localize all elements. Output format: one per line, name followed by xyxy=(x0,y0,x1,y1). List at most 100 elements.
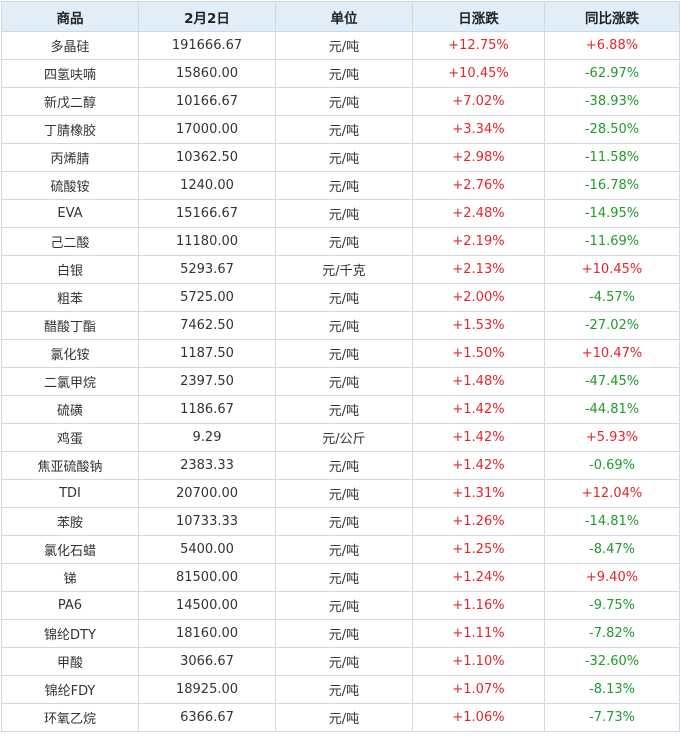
yoy-change-cell: -14.95% xyxy=(544,199,680,228)
commodity-name-cell: 苯胺 xyxy=(1,507,139,536)
unit-cell: 元/吨 xyxy=(275,675,413,704)
yoy-change-cell: -14.81% xyxy=(544,507,680,536)
unit-cell: 元/吨 xyxy=(275,367,413,396)
header-commodity: 商品 xyxy=(1,1,139,32)
commodity-name-cell: 甲酸 xyxy=(1,647,139,676)
table-row: 己二酸 11180.00 元/吨 +2.19% -11.69% xyxy=(1,227,680,256)
daily-change-cell: +2.98% xyxy=(412,143,545,172)
table-row: 锦纶DTY 18160.00 元/吨 +1.11% -7.82% xyxy=(1,619,680,648)
commodity-name-cell: EVA xyxy=(1,199,139,228)
commodity-name-cell: PA6 xyxy=(1,591,139,620)
unit-cell: 元/千克 xyxy=(275,255,413,284)
unit-cell: 元/吨 xyxy=(275,227,413,256)
yoy-change-cell: -16.78% xyxy=(544,171,680,200)
table-row: EVA 15166.67 元/吨 +2.48% -14.95% xyxy=(1,199,680,228)
price-cell: 191666.67 xyxy=(138,31,276,60)
yoy-change-cell: +6.88% xyxy=(544,31,680,60)
commodity-name-cell: 锑 xyxy=(1,563,139,592)
daily-change-cell: +1.06% xyxy=(412,703,545,732)
yoy-change-cell: -9.75% xyxy=(544,591,680,620)
daily-change-cell: +2.48% xyxy=(412,199,545,228)
daily-change-cell: +7.02% xyxy=(412,87,545,116)
commodity-name-cell: 四氢呋喃 xyxy=(1,59,139,88)
yoy-change-cell: -8.13% xyxy=(544,675,680,704)
commodity-name-cell: 鸡蛋 xyxy=(1,423,139,452)
daily-change-cell: +2.00% xyxy=(412,283,545,312)
commodity-name-cell: 氯化石蜡 xyxy=(1,535,139,564)
unit-cell: 元/吨 xyxy=(275,311,413,340)
daily-change-cell: +1.25% xyxy=(412,535,545,564)
daily-change-cell: +1.10% xyxy=(412,647,545,676)
commodity-name-cell: 醋酸丁酯 xyxy=(1,311,139,340)
yoy-change-cell: -11.58% xyxy=(544,143,680,172)
price-cell: 15860.00 xyxy=(138,59,276,88)
commodity-name-cell: 新戊二醇 xyxy=(1,87,139,116)
price-cell: 2383.33 xyxy=(138,451,276,480)
price-cell: 6366.67 xyxy=(138,703,276,732)
price-cell: 10166.67 xyxy=(138,87,276,116)
price-cell: 3066.67 xyxy=(138,647,276,676)
commodity-name-cell: 丁腈橡胶 xyxy=(1,115,139,144)
unit-cell: 元/吨 xyxy=(275,703,413,732)
commodity-name-cell: 多晶硅 xyxy=(1,31,139,60)
unit-cell: 元/吨 xyxy=(275,59,413,88)
yoy-change-cell: +12.04% xyxy=(544,479,680,508)
yoy-change-cell: -28.50% xyxy=(544,115,680,144)
price-cell: 2397.50 xyxy=(138,367,276,396)
daily-change-cell: +1.42% xyxy=(412,395,545,424)
price-cell: 14500.00 xyxy=(138,591,276,620)
daily-change-cell: +1.42% xyxy=(412,423,545,452)
price-cell: 5725.00 xyxy=(138,283,276,312)
unit-cell: 元/吨 xyxy=(275,199,413,228)
price-cell: 20700.00 xyxy=(138,479,276,508)
header-unit: 单位 xyxy=(275,1,413,32)
table-row: 硫酸铵 1240.00 元/吨 +2.76% -16.78% xyxy=(1,171,680,200)
yoy-change-cell: -8.47% xyxy=(544,535,680,564)
price-cell: 11180.00 xyxy=(138,227,276,256)
table-row: 二氯甲烷 2397.50 元/吨 +1.48% -47.45% xyxy=(1,367,680,396)
yoy-change-cell: +10.47% xyxy=(544,339,680,368)
yoy-change-cell: -32.60% xyxy=(544,647,680,676)
price-cell: 5293.67 xyxy=(138,255,276,284)
daily-change-cell: +1.07% xyxy=(412,675,545,704)
table-row: 丁腈橡胶 17000.00 元/吨 +3.34% -28.50% xyxy=(1,115,680,144)
table-row: 醋酸丁酯 7462.50 元/吨 +1.53% -27.02% xyxy=(1,311,680,340)
unit-cell: 元/吨 xyxy=(275,479,413,508)
yoy-change-cell: -7.82% xyxy=(544,619,680,648)
daily-change-cell: +3.34% xyxy=(412,115,545,144)
table-row: 环氧乙烷 6366.67 元/吨 +1.06% -7.73% xyxy=(1,703,680,732)
daily-change-cell: +1.31% xyxy=(412,479,545,508)
table-row: 锦纶FDY 18925.00 元/吨 +1.07% -8.13% xyxy=(1,675,680,704)
table-row: 四氢呋喃 15860.00 元/吨 +10.45% -62.97% xyxy=(1,59,680,88)
unit-cell: 元/吨 xyxy=(275,143,413,172)
daily-change-cell: +1.53% xyxy=(412,311,545,340)
yoy-change-cell: +5.93% xyxy=(544,423,680,452)
price-cell: 9.29 xyxy=(138,423,276,452)
daily-change-cell: +1.42% xyxy=(412,451,545,480)
unit-cell: 元/吨 xyxy=(275,535,413,564)
table-row: 新戊二醇 10166.67 元/吨 +7.02% -38.93% xyxy=(1,87,680,116)
commodity-name-cell: 锦纶FDY xyxy=(1,675,139,704)
yoy-change-cell: +10.45% xyxy=(544,255,680,284)
commodity-name-cell: TDI xyxy=(1,479,139,508)
header-row: 商品 2月2日 单位 日涨跌 同比涨跌 xyxy=(1,1,680,32)
table-row: 丙烯腈 10362.50 元/吨 +2.98% -11.58% xyxy=(1,143,680,172)
commodity-name-cell: 丙烯腈 xyxy=(1,143,139,172)
unit-cell: 元/吨 xyxy=(275,283,413,312)
unit-cell: 元/吨 xyxy=(275,647,413,676)
header-date-price: 2月2日 xyxy=(138,1,276,32)
commodity-name-cell: 环氧乙烷 xyxy=(1,703,139,732)
unit-cell: 元/吨 xyxy=(275,31,413,60)
commodity-name-cell: 硫磺 xyxy=(1,395,139,424)
unit-cell: 元/吨 xyxy=(275,395,413,424)
price-cell: 10733.33 xyxy=(138,507,276,536)
yoy-change-cell: -11.69% xyxy=(544,227,680,256)
price-cell: 18160.00 xyxy=(138,619,276,648)
commodity-name-cell: 粗苯 xyxy=(1,283,139,312)
table-header: 商品 2月2日 单位 日涨跌 同比涨跌 xyxy=(1,1,680,32)
table-row: 多晶硅 191666.67 元/吨 +12.75% +6.88% xyxy=(1,31,680,60)
yoy-change-cell: -0.69% xyxy=(544,451,680,480)
price-cell: 1186.67 xyxy=(138,395,276,424)
header-daily-change: 日涨跌 xyxy=(412,1,545,32)
